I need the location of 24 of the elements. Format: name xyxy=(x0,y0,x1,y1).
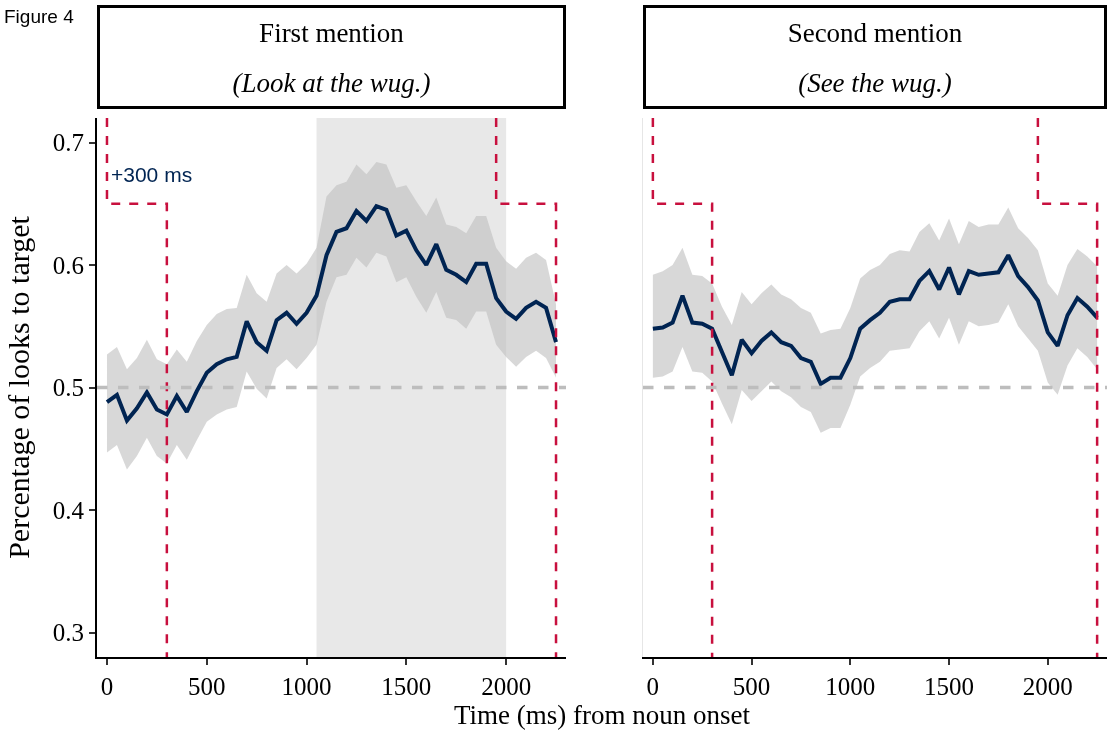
chart-title: Second mention xyxy=(786,17,964,50)
y-axis-title: Percentage of looks to target xyxy=(2,215,36,559)
x-tick-label: 2000 xyxy=(481,673,532,700)
x-tick-label: 1000 xyxy=(825,673,876,700)
y-tick-label: 0.5 xyxy=(52,374,84,402)
x-tick-label: 0 xyxy=(646,673,660,700)
line-series xyxy=(104,204,559,423)
x-tick-label: 1500 xyxy=(381,673,432,700)
x-tick-label: 1500 xyxy=(924,673,975,700)
y-tick-label: 0.6 xyxy=(52,251,84,279)
chart-subtitle: (Look at the wug.) xyxy=(231,67,432,100)
y-tick-label: 0.4 xyxy=(52,496,85,524)
x-tick-label: 0 xyxy=(100,673,114,700)
caption: Figure 4 xyxy=(4,6,74,28)
x-axis-title: Time (ms) from noun onset xyxy=(453,700,751,731)
x-tick-label: 500 xyxy=(732,673,771,700)
chart-title: First mention xyxy=(258,17,405,50)
x-tick-label: 2000 xyxy=(1022,673,1073,700)
annotation: +300 ms xyxy=(111,163,193,187)
x-tick-label: 500 xyxy=(188,673,226,700)
chart-subtitle: (See the wug.) xyxy=(797,67,953,100)
y-tick-label: 0.3 xyxy=(52,619,84,647)
x-tick-label: 1000 xyxy=(281,673,332,700)
y-tick-label: 0.7 xyxy=(52,129,84,157)
